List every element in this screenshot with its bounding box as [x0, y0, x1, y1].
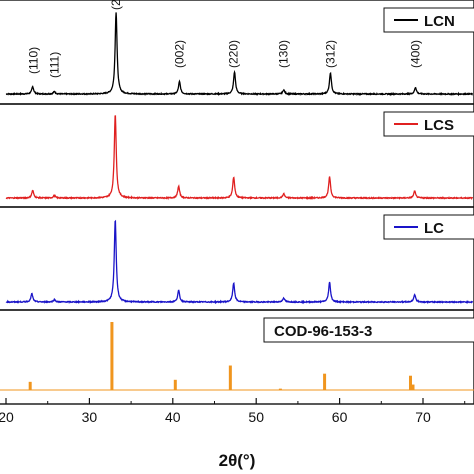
legend-box [263, 317, 474, 343]
legend-label: COD-96-153-3 [274, 323, 372, 340]
panel-2: LCS [0, 103, 474, 208]
x-axis: 20 30 40 50 60 70 [0, 398, 466, 425]
peak-label: (400) [408, 40, 422, 68]
peak-label: (200) [109, 0, 123, 10]
reference-stick [408, 375, 412, 390]
legend-label: LC [424, 220, 444, 237]
panel-frame [0, 309, 474, 405]
legend-3: LC [383, 214, 474, 240]
series-line-lcn [5, 12, 473, 97]
peak-label: (312) [323, 40, 337, 68]
legend-label: LCN [424, 13, 455, 30]
series-line-lc [5, 219, 474, 305]
peak-label: (002) [172, 40, 186, 68]
peak-label: (110) [27, 47, 41, 74]
x-tick-label: 60 [332, 409, 348, 425]
x-tick-label: 70 [415, 409, 431, 425]
series-line-lcs [5, 115, 474, 201]
x-tick-label: 50 [248, 409, 264, 425]
panel-4: COD-96-153-3 [0, 309, 474, 405]
reference-stick [411, 384, 415, 390]
reference-stick [228, 365, 232, 390]
peak-labels: (110) (111) (200) (002) (220) (130) (312) (400) [27, 0, 423, 78]
panel-3: LC [0, 206, 474, 311]
legend-2: LCS [383, 111, 474, 137]
peak-label: (220) [227, 40, 241, 68]
legend-4: COD-96-153-3 [263, 317, 474, 343]
peak-label: (130) [277, 40, 291, 68]
reference-stick [323, 373, 327, 390]
x-tick-label: 40 [165, 409, 181, 425]
peak-label: (111) [47, 52, 61, 78]
reference-stick [173, 379, 177, 390]
legend-label: LCS [424, 117, 454, 134]
reference-stick [28, 381, 32, 390]
x-axis-title: 2θ(°) [219, 451, 256, 470]
x-tick-label: 20 [0, 409, 14, 425]
x-tick-label: 30 [82, 409, 98, 425]
reference-stick [278, 388, 282, 390]
legend-1: LCN [383, 7, 474, 33]
reference-stick [110, 322, 114, 390]
chart-panels: LCN LCS LC COD-96-153-3 [0, 0, 474, 405]
